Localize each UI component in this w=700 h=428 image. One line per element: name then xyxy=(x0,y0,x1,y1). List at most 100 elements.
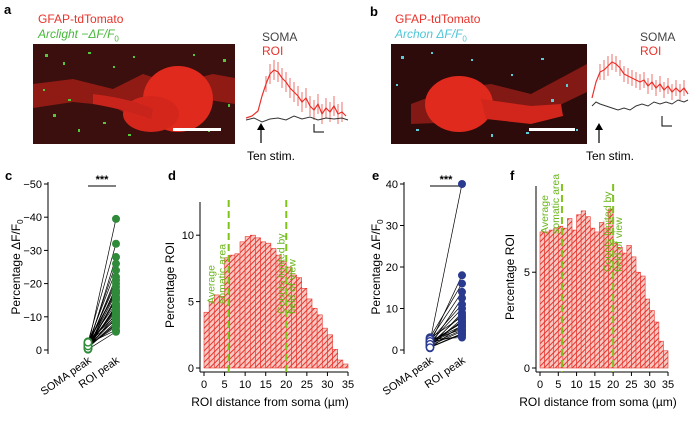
panel-a-indicator-sub: 0 xyxy=(114,34,119,44)
d-vline-label: Averagesomatic area xyxy=(206,244,229,304)
e-ylabel-sub: 0 xyxy=(376,219,385,224)
f-xtick-label: 20 xyxy=(607,379,619,391)
d-vline-label-line: Average xyxy=(206,265,218,304)
c-roi-point xyxy=(112,311,120,320)
f-bar xyxy=(589,227,596,369)
c-pair-line xyxy=(87,321,117,348)
e-pair-line xyxy=(429,275,463,344)
d-bar xyxy=(321,327,328,369)
e-pair-line xyxy=(429,183,463,342)
panel-b-micrograph xyxy=(391,44,587,144)
c-ylabel-main: Percentage ΔF/F xyxy=(9,224,23,315)
d-bar xyxy=(260,241,267,369)
c-pair-line xyxy=(87,331,117,350)
f-bar xyxy=(644,298,651,369)
f-xtick-label: 15 xyxy=(589,379,601,391)
d-bar xyxy=(255,237,261,369)
c-ytick-label: −20 xyxy=(23,279,42,291)
c-roi-point xyxy=(112,327,120,336)
f-bar xyxy=(653,321,660,369)
panel-b-title: GFAP-tdTomato xyxy=(395,12,481,26)
d-vline-label-line: field of view xyxy=(286,259,298,314)
d-ytick-label: 0 xyxy=(188,363,194,375)
e-ytick-label: 30 xyxy=(386,221,398,233)
f-bar xyxy=(562,227,568,369)
panel-b-stim-arrow xyxy=(595,123,603,143)
e-ytick-label: 10 xyxy=(386,304,398,316)
c-pair-line xyxy=(87,270,117,344)
f-vline-label-line: somatic area xyxy=(550,174,562,234)
d-ytick-label: 10 xyxy=(182,230,194,242)
c-roi-point xyxy=(112,321,120,330)
e-pair-line xyxy=(429,333,463,348)
d-xtick-label: 25 xyxy=(301,379,313,391)
f-bar xyxy=(544,231,550,369)
d-bar xyxy=(244,236,251,369)
c-roi-point xyxy=(112,214,120,223)
e-pair-line xyxy=(429,321,463,344)
c-roi-point xyxy=(112,259,120,268)
c-ytick-label: −50 xyxy=(23,179,42,191)
d-bar xyxy=(306,298,313,369)
e-roi-point xyxy=(458,330,466,339)
f-xtick-label: 30 xyxy=(644,379,656,391)
e-ytick-label: 20 xyxy=(386,262,398,274)
panel-a-indicator-text: Arclight −ΔF/F xyxy=(38,27,115,41)
e-pair-line xyxy=(429,283,463,338)
f-bar xyxy=(585,216,591,369)
d-bar xyxy=(311,307,318,369)
chart-panel-d: 0 5 10 0 5 10 15 20 25 30 35 ROI distance from soma… xyxy=(163,200,354,409)
panel-a-soma-trace xyxy=(245,115,349,123)
c-ytick-label: −10 xyxy=(23,312,42,324)
panel-letter-f: f xyxy=(510,168,515,183)
e-ytick-label: 40 xyxy=(386,179,398,191)
f-vline-label-line: Counts limited by xyxy=(602,191,614,272)
d-bar xyxy=(208,301,215,369)
panel-a-title: GFAP-tdTomato xyxy=(38,12,124,26)
d-vline-label-line: Counts limited by xyxy=(275,233,287,314)
panel-b-indicator-sub: 0 xyxy=(462,34,467,44)
panel-a-soma-label: SOMA xyxy=(262,30,298,44)
panel-b-micrograph-svg xyxy=(391,44,587,144)
f-ylabel: Percentage ROI xyxy=(503,234,517,320)
e-roi-point xyxy=(458,279,466,288)
e-category-label: SOMA peak xyxy=(381,354,436,398)
panel-a-micrograph xyxy=(33,44,235,144)
e-pair-line xyxy=(429,324,463,349)
panel-b-traces xyxy=(591,54,689,127)
panel-a-error-bars xyxy=(265,60,343,124)
panel-a-roi-trace xyxy=(245,69,347,119)
d-xtick-label: 30 xyxy=(321,379,333,391)
f-bar xyxy=(548,229,555,369)
panel-letter-b: b xyxy=(370,4,378,19)
c-sig-label: *** xyxy=(96,174,110,186)
c-pair-line xyxy=(87,291,117,344)
c-roi-point xyxy=(112,253,120,262)
panel-b-indicator: Archon ΔF/F0 xyxy=(395,27,467,46)
c-pair-line xyxy=(87,311,117,345)
f-bar xyxy=(635,271,641,369)
f-bar xyxy=(539,231,545,369)
panel-b-soma-label: SOMA xyxy=(640,30,676,44)
f-vline-label: Averagesomatic area xyxy=(539,174,562,234)
d-bar xyxy=(342,363,349,369)
d-bar xyxy=(337,359,344,369)
f-bar xyxy=(567,218,573,369)
d-xtick-label: 35 xyxy=(342,379,354,391)
f-bar xyxy=(631,256,637,369)
c-roi-point xyxy=(112,287,120,296)
c-pair-line xyxy=(87,243,117,342)
e-roi-point xyxy=(458,271,466,280)
panel-letter-a: a xyxy=(4,2,12,17)
d-ylabel: Percentage ROI xyxy=(163,242,177,328)
e-roi-point xyxy=(458,287,466,296)
f-ytick-label: 0 xyxy=(524,363,530,375)
panel-a-roi-label: ROI xyxy=(262,44,284,58)
panel-a-indicator: Arclight −ΔF/F0 xyxy=(38,27,119,46)
f-bar xyxy=(640,275,646,369)
panel-b-error-bars xyxy=(599,54,685,100)
d-bar xyxy=(229,254,236,369)
panel-b-stim-label: Ten stim. xyxy=(586,149,635,163)
